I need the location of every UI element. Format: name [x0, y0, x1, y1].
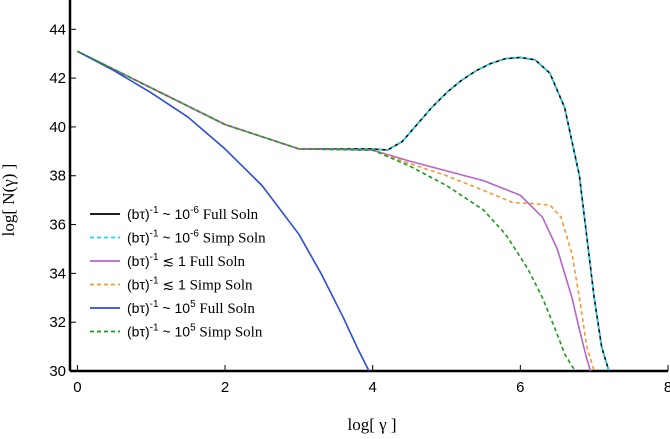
legend: (bτ)-1 ~ 10-6 Full Soln (bτ)-1 ~ 10-6 Sim…: [90, 205, 266, 341]
y-tick-label: 34: [49, 265, 66, 282]
y-tick-label: 42: [49, 70, 66, 87]
ticks-group: 0 2 4 6 8 30 32 34 36 38 40 42 44: [49, 21, 670, 396]
x-axis-label: log[ γ ]: [347, 415, 396, 434]
series-group: [77, 50, 610, 372]
legend-entry-4: (bτ)-1 ≲ 1 Simp Soln: [127, 276, 253, 294]
legend-entry-1: (bτ)-1 ~ 10-6 Full Soln: [127, 205, 259, 223]
y-tick-label: 40: [49, 119, 66, 136]
y-tick-label: 32: [49, 314, 66, 331]
y-tick-label: 44: [49, 21, 66, 38]
series-line-6: [77, 50, 577, 372]
series-line-2: [77, 50, 610, 372]
legend-entry-5: (bτ)-1 ~ 105 Full Soln: [127, 299, 255, 317]
y-tick-label: 38: [49, 168, 66, 185]
x-tick-label: 6: [516, 379, 524, 396]
x-tick-label: 4: [369, 379, 377, 396]
legend-entry-6: (bτ)-1 ~ 105 Simp Soln: [127, 323, 263, 341]
y-axis-label: log[ N(γ) ]: [0, 164, 18, 237]
y-tick-label: 30: [49, 363, 66, 380]
x-tick-label: 8: [664, 379, 670, 396]
y-tick-label: 36: [49, 217, 66, 234]
legend-entry-3: (bτ)-1 ≲ 1 Full Soln: [127, 252, 246, 270]
legend-entry-2: (bτ)-1 ~ 10-6 Simp Soln: [127, 229, 266, 247]
series-line-4: [77, 50, 595, 372]
x-tick-label: 0: [73, 379, 81, 396]
x-tick-label: 2: [221, 379, 229, 396]
series-line-5: [77, 50, 370, 372]
